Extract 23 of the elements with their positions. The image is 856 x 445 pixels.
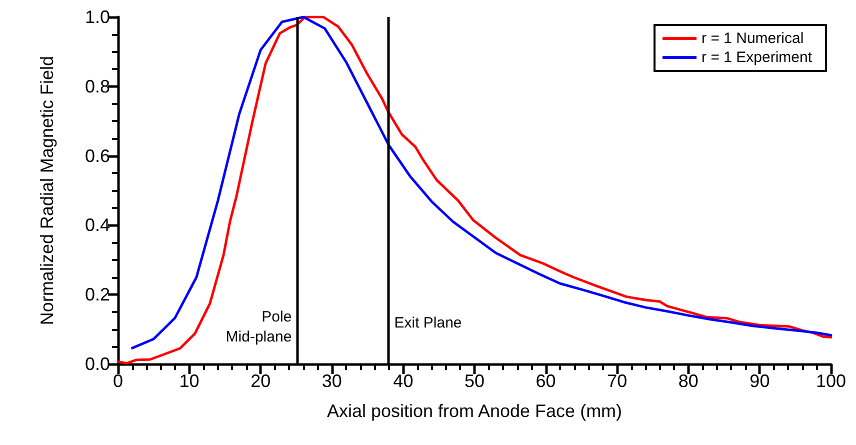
x-tick-label: 100 [816,371,846,391]
x-axis-title: Axial position from Anode Face (mm) [326,401,622,421]
x-tick-label: 90 [750,371,770,391]
legend-label: r = 1 Experiment [702,49,813,66]
y-tick-label: 0.0 [84,354,110,374]
x-tick-label: 50 [464,371,485,391]
x-tick-label: 40 [393,371,414,391]
x-tick-label: 0 [112,371,124,391]
y-tick-label: 0.2 [84,284,110,305]
ref-line-label: Exit Plane [394,314,462,332]
x-tick-label: 30 [322,371,342,391]
ref-line-label: Pole Mid-plane [226,308,292,346]
x-tick-label: 70 [607,371,628,391]
legend-label: r = 1 Numerical [702,30,804,47]
y-tick-label: 0.6 [84,146,110,166]
y-tick-label: 0.8 [84,76,110,96]
x-tick-label: 60 [536,371,556,391]
x-tick-label: 80 [678,371,698,391]
x-tick-label: 20 [250,371,271,391]
y-axis-title: Normalized Radial Magnetic Field [37,56,57,326]
y-tick-label: 0.4 [84,215,110,236]
x-tick-label: 10 [179,371,200,391]
y-tick-label: 1.0 [84,7,110,27]
